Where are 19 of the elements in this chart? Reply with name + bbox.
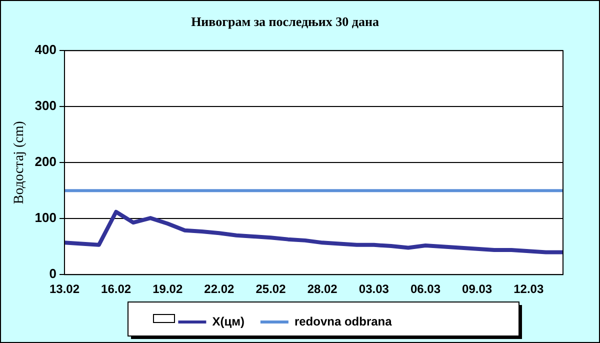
x-tick-label: 28.02 — [307, 282, 338, 296]
y-tick-label: 0 — [49, 266, 56, 282]
y-tick-label: 300 — [34, 98, 56, 114]
x-tick-label: 25.02 — [256, 282, 286, 296]
x-tick-label: 19.02 — [152, 282, 183, 296]
x-tick-label: 09.03 — [462, 282, 492, 296]
x-tick-label: 16.02 — [101, 282, 132, 296]
y-tick-label: 100 — [34, 210, 56, 226]
x-tick-label: 06.03 — [410, 282, 441, 296]
chart-title: Нивограм за последњих 30 дана — [191, 14, 380, 30]
legend-label: X(цм) — [212, 314, 244, 328]
x-tick-label: 03.03 — [358, 282, 390, 296]
y-tick-label: 200 — [34, 154, 56, 170]
x-tick-label: 12.03 — [514, 282, 544, 296]
x-tick-label: 13.02 — [49, 282, 80, 296]
x-tick-label: 22.02 — [204, 282, 235, 296]
legend-label: redovna odbrana — [294, 314, 392, 328]
y-tick-label: 400 — [34, 42, 56, 58]
y-axis-title: Водостај (cm) — [12, 120, 28, 204]
